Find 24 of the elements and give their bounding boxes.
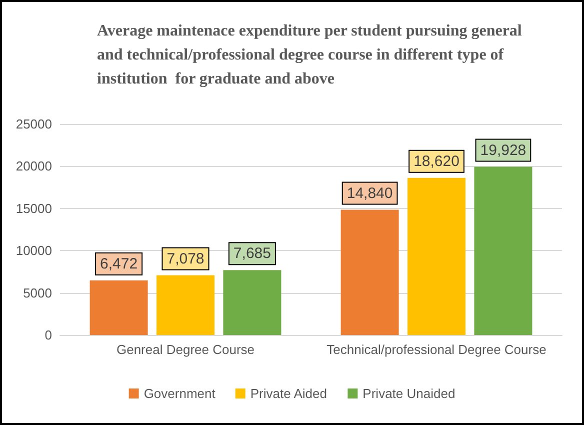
data-label: 18,620 xyxy=(414,152,460,170)
chart-title: Average maintenace expenditure per student pursuing general and technical/professional degree course in different type of institution for graduate and above xyxy=(97,22,526,88)
data-label: 6,472 xyxy=(100,255,138,272)
y-tick-label: 20000 xyxy=(16,158,52,174)
y-tick-label: 15000 xyxy=(16,200,52,216)
y-tick-label: 25000 xyxy=(16,116,52,132)
x-tick-label: Technical/professional Degree Course xyxy=(326,342,546,357)
bar xyxy=(156,275,214,335)
bar xyxy=(90,280,148,335)
y-tick-label: 10000 xyxy=(16,243,52,258)
bar xyxy=(340,210,399,335)
data-label: 7,078 xyxy=(166,250,204,268)
bar xyxy=(474,166,532,335)
x-tick-label: Genreal Degree Course xyxy=(116,342,255,357)
legend-label: Government xyxy=(144,386,216,401)
data-label: 19,928 xyxy=(480,142,526,159)
data-label: 14,840 xyxy=(346,184,393,202)
legend-label: Private Unaided xyxy=(362,386,456,401)
bar xyxy=(223,270,282,335)
y-tick-label: 5000 xyxy=(23,285,52,300)
y-tick-label: 0 xyxy=(44,328,52,342)
legend-label: Private Aided xyxy=(250,386,327,401)
data-label: 7,685 xyxy=(233,245,271,262)
bar xyxy=(408,178,466,335)
